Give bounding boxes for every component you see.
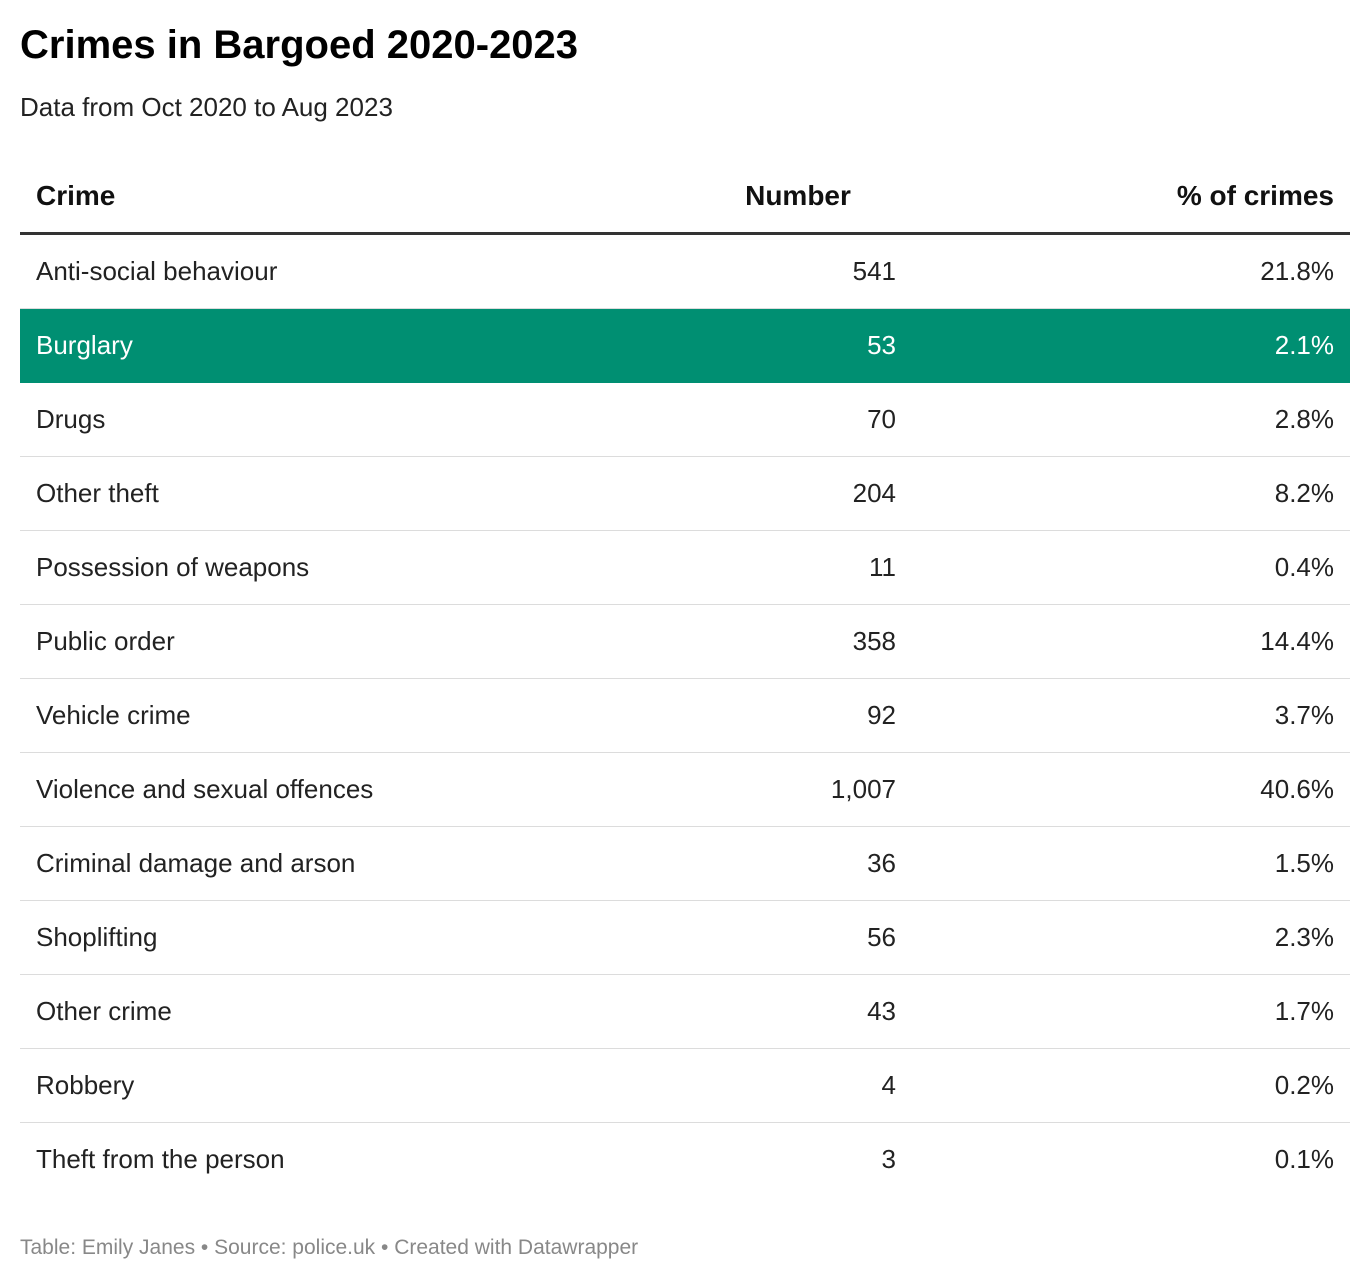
table-row: Vehicle crime 92 3.7% — [20, 678, 1350, 753]
cell-number: 541 — [670, 233, 920, 309]
cell-crime: Possession of weapons — [20, 530, 670, 605]
cell-crime: Other crime — [20, 974, 670, 1049]
cell-percent: 40.6% — [920, 752, 1350, 827]
table-header-row: Crime Number % of crimes — [20, 160, 1350, 235]
table-row: Theft from the person 3 0.1% — [20, 1123, 1350, 1197]
cell-percent: 3.7% — [920, 678, 1350, 753]
table-row: Robbery 4 0.2% — [20, 1048, 1350, 1123]
cell-crime: Other theft — [20, 456, 670, 531]
cell-number: 70 — [670, 382, 920, 457]
cell-number: 4 — [670, 1048, 920, 1123]
table-row: Criminal damage and arson 36 1.5% — [20, 826, 1350, 901]
chart-title: Crimes in Bargoed 2020-2023 — [20, 23, 579, 67]
chart-subtitle: Data from Oct 2020 to Aug 2023 — [20, 92, 393, 122]
cell-crime: Burglary — [20, 308, 670, 383]
cell-percent: 2.3% — [920, 900, 1350, 975]
cell-percent: 1.5% — [920, 826, 1350, 901]
cell-percent: 0.2% — [920, 1048, 1350, 1123]
table-row: Anti-social behaviour 541 21.8% — [20, 233, 1350, 309]
cell-crime: Theft from the person — [36, 1144, 285, 1174]
cell-crime: Anti-social behaviour — [20, 233, 670, 309]
table-row: Violence and sexual offences 1,007 40.6% — [20, 752, 1350, 827]
cell-percent: 8.2% — [920, 456, 1350, 531]
cell-crime: Shoplifting — [20, 900, 670, 975]
cell-number: 11 — [670, 530, 920, 605]
table-row: Possession of weapons 11 0.4% — [20, 530, 1350, 605]
table-row-highlighted: Burglary 53 2.1% — [20, 308, 1350, 383]
cell-crime: Vehicle crime — [20, 678, 670, 753]
table-row: Drugs 70 2.8% — [20, 382, 1350, 457]
cell-number: 53 — [670, 308, 920, 383]
chart-footer: Table: Emily Janes • Source: police.uk •… — [20, 1236, 639, 1259]
column-header-percent[interactable]: % of crimes — [920, 160, 1350, 235]
cell-percent: 14.4% — [920, 604, 1350, 679]
cell-number: 43 — [670, 974, 920, 1049]
cell-percent: 0.4% — [920, 530, 1350, 605]
cell-number: 92 — [670, 678, 920, 753]
table-body: Anti-social behaviour 541 21.8% Burglary 53 2… — [20, 233, 1350, 1197]
column-header-number[interactable]: Number — [670, 160, 920, 235]
table-row: Public order 358 14.4% — [20, 604, 1350, 679]
cell-number: 358 — [670, 604, 920, 679]
cell-percent: 0.1% — [1274, 1144, 1334, 1174]
crime-table: Crime Number % of crimes Anti-social beh… — [20, 160, 1350, 1196]
cell-number: 56 — [670, 900, 920, 975]
cell-percent: 2.1% — [920, 308, 1350, 383]
cell-number: 36 — [670, 826, 920, 901]
table-row: Other crime 43 1.7% — [20, 974, 1350, 1049]
cell-number: 204 — [670, 456, 920, 531]
cell-number: 1,007 — [670, 752, 920, 827]
cell-crime: Drugs — [20, 382, 670, 457]
cell-crime: Public order — [20, 604, 670, 679]
cell-number: 3 — [881, 1144, 896, 1174]
cell-percent: 1.7% — [920, 974, 1350, 1049]
table-row: Other theft 204 8.2% — [20, 456, 1350, 531]
table-row: Shoplifting 56 2.3% — [20, 900, 1350, 975]
cell-percent: 21.8% — [920, 233, 1350, 309]
cell-crime: Criminal damage and arson — [20, 826, 670, 901]
column-header-crime[interactable]: Crime — [20, 160, 670, 235]
cell-crime: Robbery — [20, 1048, 670, 1123]
cell-percent: 2.8% — [920, 382, 1350, 457]
cell-crime: Violence and sexual offences — [20, 752, 670, 827]
